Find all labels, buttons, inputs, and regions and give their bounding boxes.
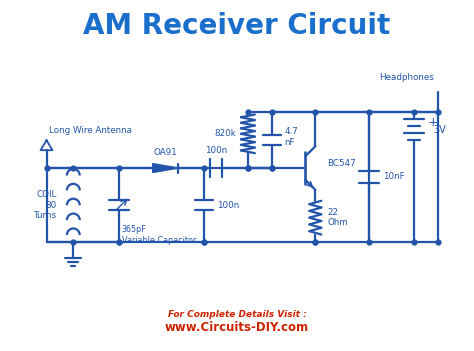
Text: AM Receiver Circuit: AM Receiver Circuit <box>83 12 391 40</box>
Text: Long Wire Antenna: Long Wire Antenna <box>48 126 131 135</box>
Text: Headphones: Headphones <box>380 73 435 82</box>
Text: 10nF: 10nF <box>383 172 404 181</box>
Text: BC547: BC547 <box>327 159 356 167</box>
Text: www.Circuits-DIY.com: www.Circuits-DIY.com <box>165 321 309 334</box>
Text: 4.7
nF: 4.7 nF <box>284 127 298 146</box>
Text: +: + <box>428 116 438 129</box>
Polygon shape <box>153 164 179 173</box>
Text: For Complete Details Visit :: For Complete Details Visit : <box>168 310 306 319</box>
Text: 22
Ohm: 22 Ohm <box>327 208 348 227</box>
Text: COIL
80
Turns: COIL 80 Turns <box>33 190 56 220</box>
Text: 100n: 100n <box>217 201 239 210</box>
Text: 100n: 100n <box>205 146 228 155</box>
Text: OA91: OA91 <box>154 148 177 157</box>
Text: 365pF
Variable Capacitor: 365pF Variable Capacitor <box>122 225 196 245</box>
Text: 820k: 820k <box>214 129 236 138</box>
Text: 3V: 3V <box>433 125 446 135</box>
